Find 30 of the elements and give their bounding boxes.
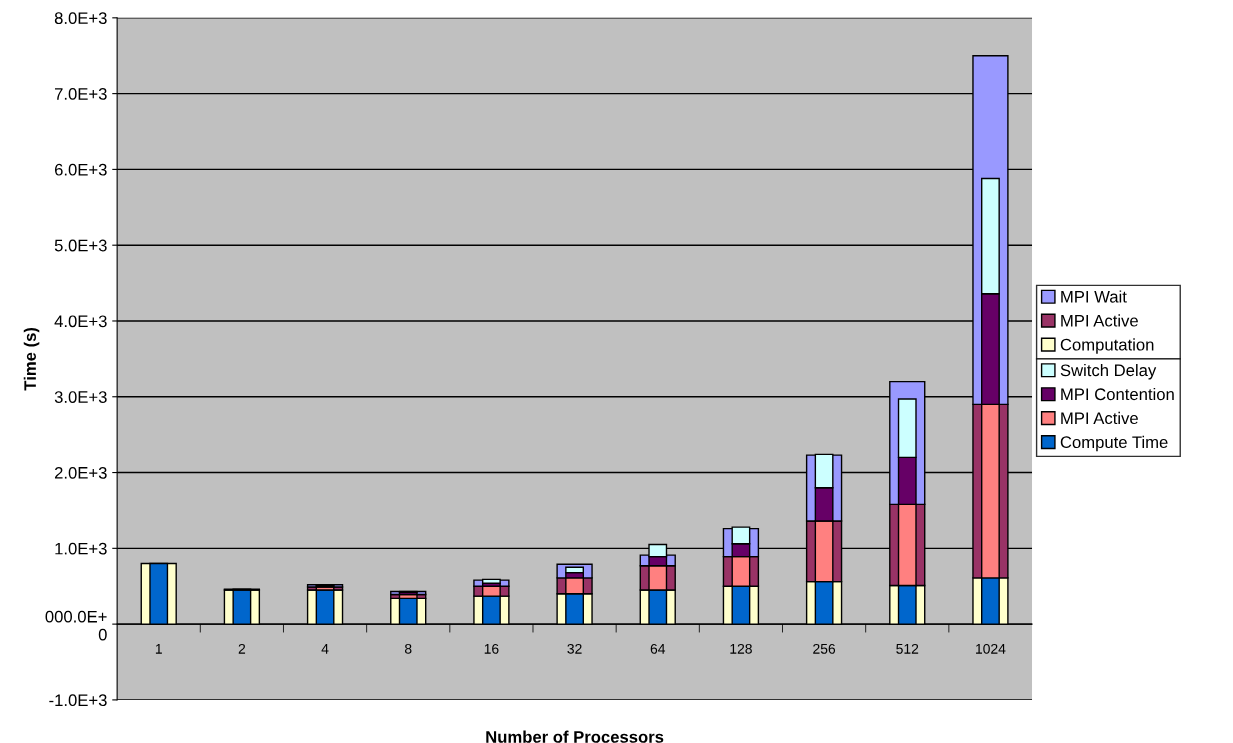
x-tick-label: 16 (484, 643, 499, 654)
x-tick-label: 4 (321, 644, 329, 654)
y-tick-label: 3.0E+3 (54, 391, 107, 403)
legend-label: Compute Time (1060, 435, 1168, 452)
x-tick-label: 2 (238, 643, 246, 654)
y-tick-label: 2.0E+3 (54, 466, 107, 479)
x-tick-label: 256 (813, 643, 836, 654)
x-axis-title: Number of Processors (486, 730, 664, 743)
y-tick-label: 4.0E+3 (54, 315, 107, 328)
x-tick-label: 8 (404, 643, 412, 654)
legend-label: Switch Delay (1060, 363, 1157, 380)
legend-label: Computation (1060, 338, 1154, 354)
x-tick-label: 512 (896, 643, 919, 654)
y-tick-label: 7.0E+3 (54, 88, 107, 100)
x-tick-label: 128 (730, 643, 752, 654)
y-tick-label: 8.0E+3 (54, 12, 107, 25)
y-tick-label: 1.0E+3 (55, 542, 107, 555)
y-tick-label: 6.0E+3 (54, 163, 107, 176)
x-tick-label: 1 (155, 644, 162, 654)
legend-label: MPI Active (1061, 314, 1138, 327)
x-tick-label: 1024 (976, 643, 1006, 654)
x-tick-label: 64 (650, 643, 666, 654)
legend-label: MPI Wait (1061, 290, 1127, 303)
x-tick-label: 32 (567, 643, 582, 654)
legend-label: MPI Contention (1061, 387, 1174, 401)
y-tick-label: 5.0E+3 (54, 239, 107, 252)
y-axis-title: Time (s) (23, 327, 40, 391)
legend-label: MPI Active (1061, 411, 1138, 425)
y-tick-label: -1.0E+3 (49, 694, 107, 707)
y-tick-label: 000.0E+ 0 (45, 610, 107, 641)
